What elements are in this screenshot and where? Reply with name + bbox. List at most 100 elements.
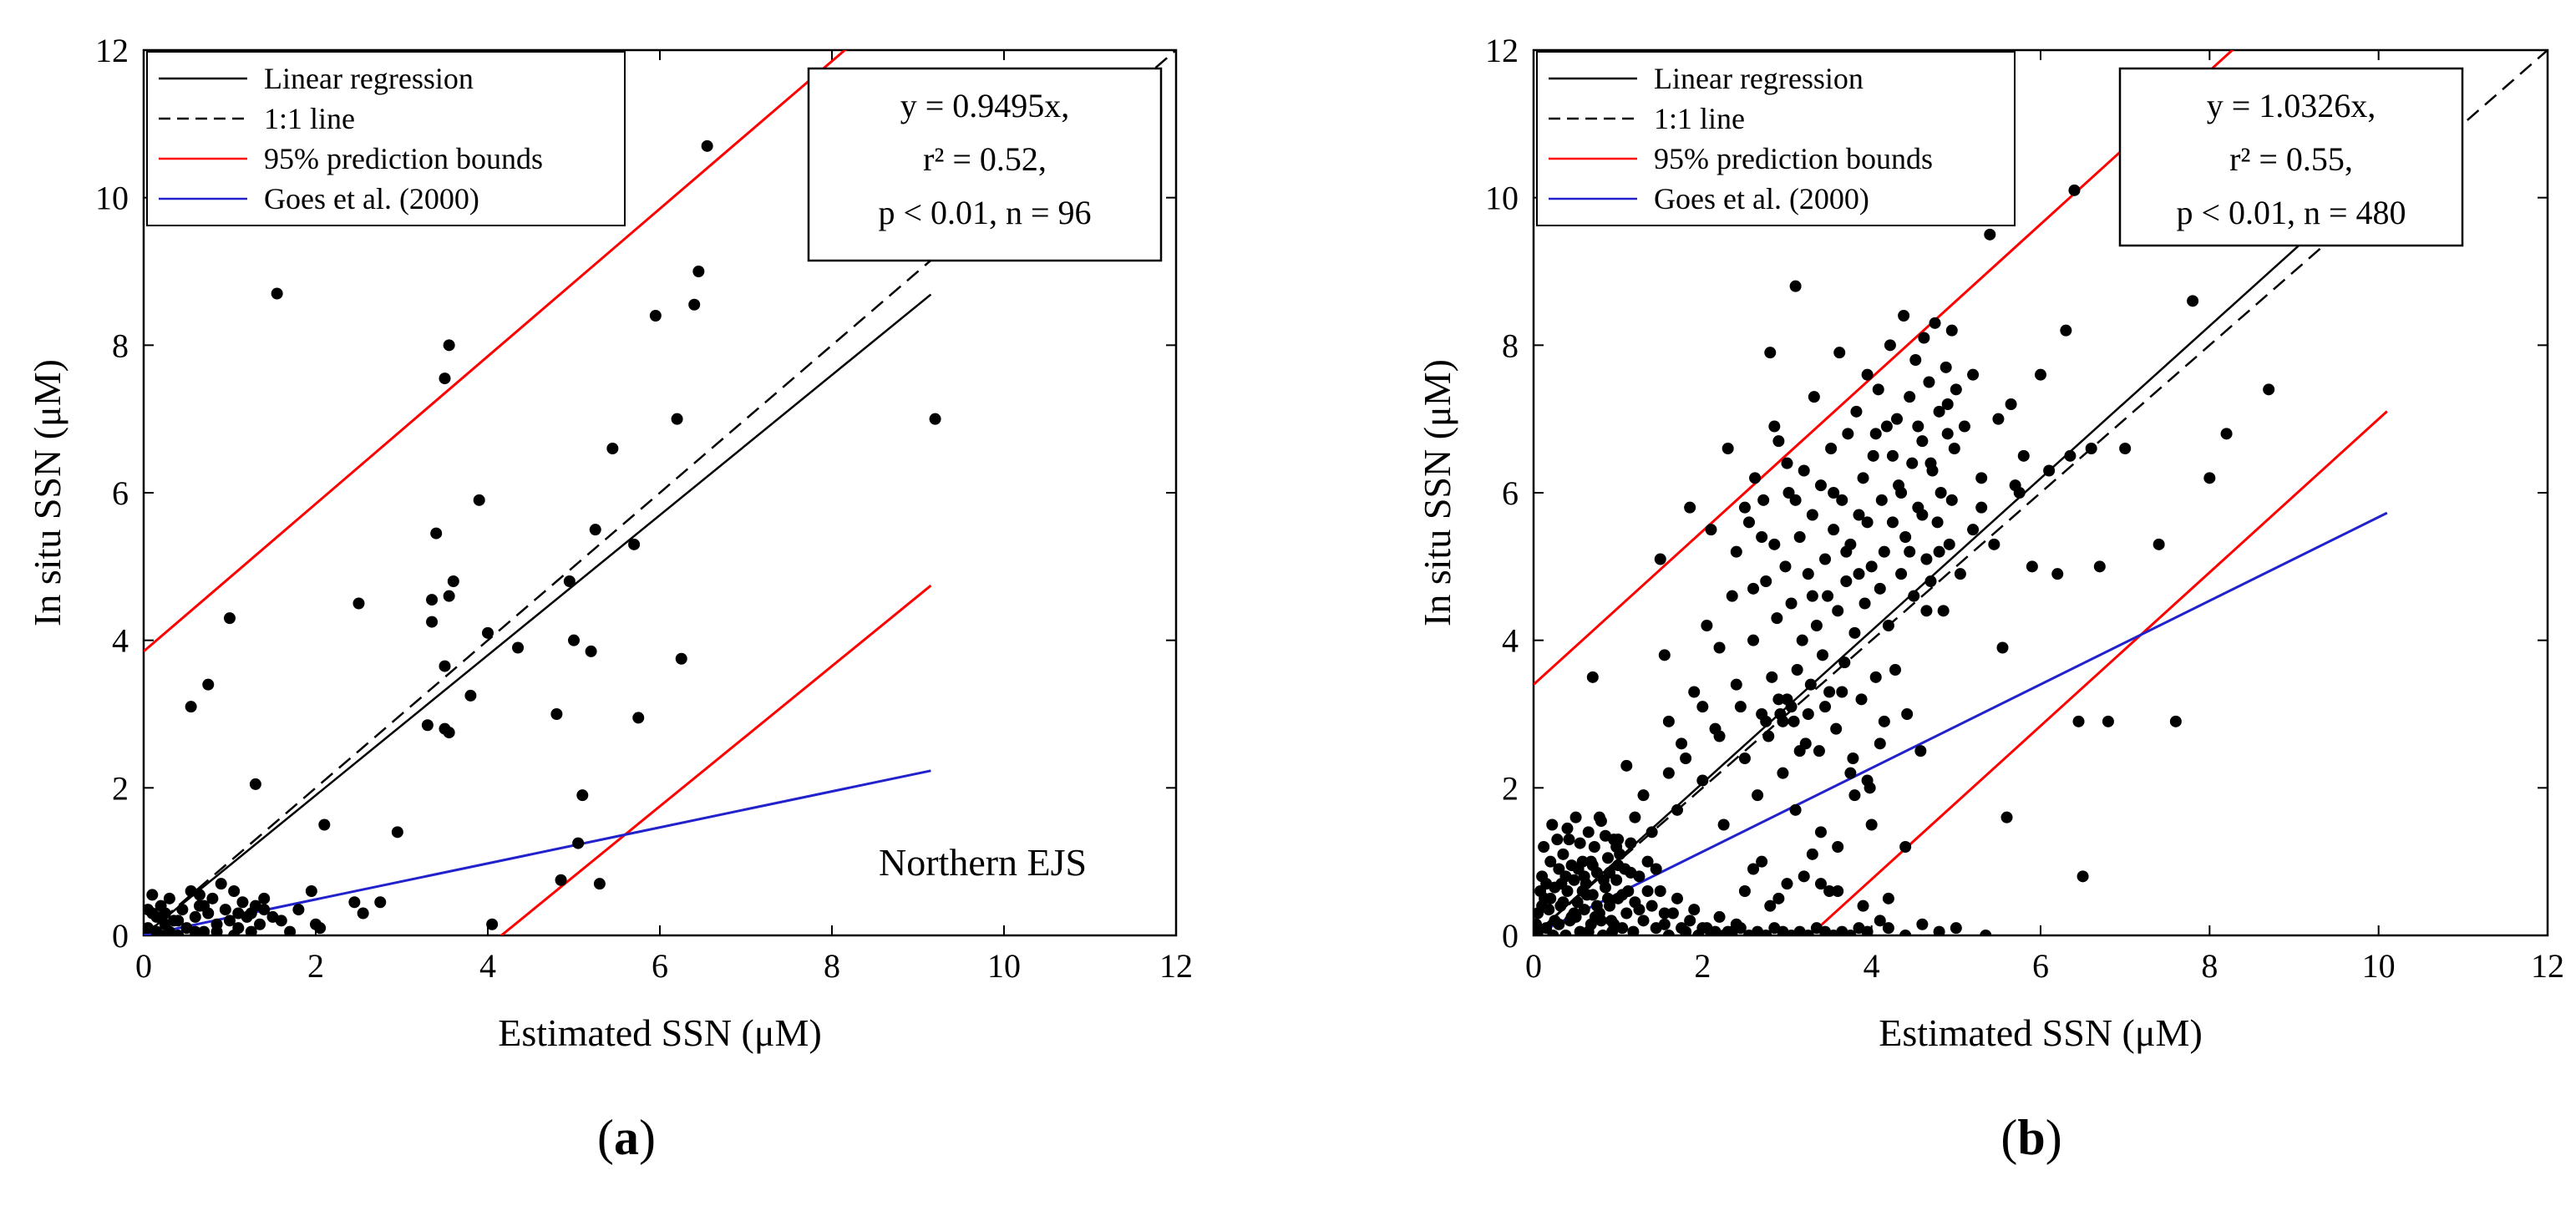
data-point: [1916, 918, 1929, 930]
legend: Linear regression 1:1 line 95% prediction …: [1536, 51, 2016, 226]
legend-label: 95% prediction bounds: [264, 142, 543, 175]
data-point: [688, 298, 701, 311]
data-point: [1858, 597, 1871, 610]
data-point: [1738, 885, 1751, 897]
legend-label: Goes et al. (2000): [1654, 182, 1869, 215]
data-point: [1861, 925, 1874, 935]
data-point: [2085, 443, 2097, 454]
data-point: [1756, 855, 1768, 868]
data-point: [1557, 896, 1569, 909]
goes-2000-line: [1534, 511, 2388, 935]
data-point: [1941, 428, 1954, 440]
data-point: [1882, 922, 1894, 935]
data-point: [1914, 745, 1927, 758]
data-point: [1878, 545, 1890, 558]
data-point: [1804, 678, 1817, 691]
data-point: [1593, 811, 1605, 823]
data-point: [1760, 715, 1772, 727]
stats-frame: [2118, 67, 2464, 247]
data-point: [1684, 501, 1696, 514]
data-point: [219, 904, 231, 916]
data-point: [1861, 774, 1874, 787]
data-point: [1958, 420, 1970, 433]
data-point: [1749, 472, 1762, 484]
data-point: [1855, 693, 1868, 706]
chart-panel-b: 0 2 4 6 8 10 12 0 2 4 6 8 10 12 Estimated SSN (μM) In s…: [1416, 32, 2564, 1165]
data-point: [1940, 361, 1952, 373]
legend: Linear regression 1:1 line 95% prediction …: [146, 51, 626, 226]
data-point: [1916, 509, 1929, 521]
data-point: [426, 616, 439, 628]
data-point: [1713, 730, 1726, 742]
data-point: [1793, 925, 1806, 935]
data-point: [1596, 930, 1609, 935]
data-point: [439, 372, 451, 385]
data-point: [1787, 715, 1800, 727]
data-point: [1551, 834, 1564, 846]
y-tick-label: 12: [95, 32, 129, 69]
data-point: [146, 889, 159, 901]
data-point: [1891, 413, 1904, 425]
data-point: [1756, 531, 1768, 543]
data-point: [144, 904, 155, 916]
data-point: [1766, 671, 1778, 683]
data-point: [593, 878, 606, 890]
data-point: [1924, 575, 1937, 587]
data-point: [1814, 479, 1827, 492]
x-tick-label: 12: [2531, 947, 2564, 985]
legend-label: Linear regression: [264, 62, 474, 95]
data-point: [1539, 892, 1551, 904]
data-point: [1895, 568, 1908, 580]
data-point: [1625, 866, 1637, 879]
data-point: [1793, 745, 1806, 758]
y-tick-label: 0: [112, 917, 129, 955]
data-point: [206, 892, 219, 904]
one-to-one-line: [1534, 50, 2548, 935]
data-point: [1967, 524, 1980, 536]
data-point: [1582, 925, 1595, 935]
data-point: [1819, 701, 1832, 713]
data-point: [1717, 818, 1730, 831]
data-point: [1904, 545, 1916, 558]
legend-box: [1536, 51, 2016, 226]
x-axis-label: Estimated SSN (μM): [1879, 1011, 2203, 1054]
data-point: [1929, 317, 1941, 329]
data-point: [1734, 701, 1747, 713]
data-point: [1848, 789, 1861, 802]
data-point: [189, 925, 201, 935]
data-point: [1658, 907, 1671, 920]
data-point: [1840, 575, 1853, 587]
plot-area: [144, 50, 1176, 935]
data-point: [254, 918, 266, 930]
y-axis-label: In situ SSN (μM): [1416, 359, 1458, 626]
data-point: [1768, 420, 1781, 433]
data-point: [1606, 925, 1619, 935]
data-point: [1886, 449, 1899, 462]
data-point: [1662, 767, 1675, 779]
data-point: [1924, 457, 1937, 469]
data-point: [352, 597, 365, 610]
data-point: [1872, 383, 1884, 396]
region-annotation: Northern EJS: [879, 841, 1087, 884]
data-point: [1764, 899, 1777, 912]
data-point: [439, 660, 451, 672]
data-point: [1747, 863, 1760, 875]
legend-box: [146, 51, 626, 226]
data-point: [1671, 892, 1683, 904]
data-point: [1918, 332, 1930, 344]
data-point: [1830, 722, 1843, 735]
data-point: [1625, 837, 1637, 849]
data-point: [1730, 545, 1742, 558]
data-point: [1684, 915, 1696, 927]
data-point: [1935, 487, 1947, 499]
data-point: [1760, 575, 1772, 587]
regression-line: [1534, 165, 2388, 935]
goes-2000-line: [144, 769, 931, 935]
stats-line: p < 0.01, n = 480: [2176, 194, 2406, 231]
data-point: [1899, 841, 1912, 853]
data-point: [1534, 918, 1543, 930]
data-point: [1898, 310, 1910, 322]
data-point: [2093, 560, 2106, 573]
data-point: [1563, 834, 1575, 846]
data-point: [1796, 634, 1808, 646]
